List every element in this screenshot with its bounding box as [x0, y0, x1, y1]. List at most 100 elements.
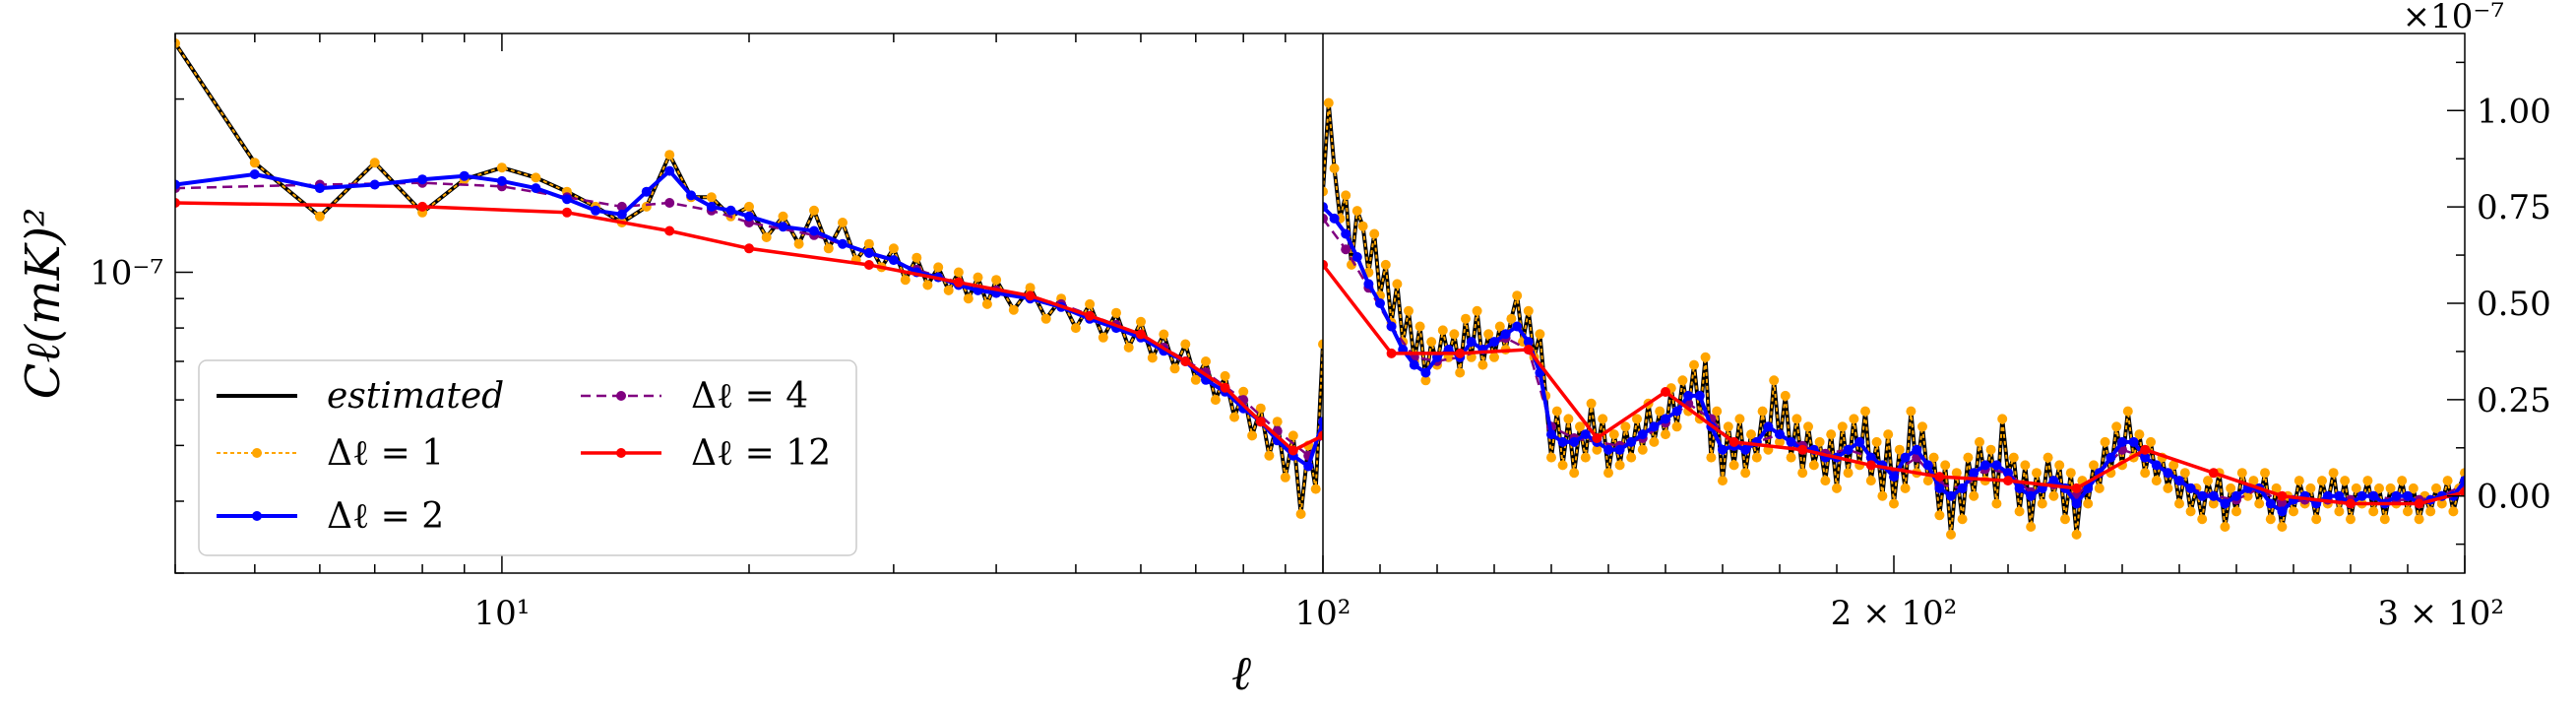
left-dl2-point-15 [725, 205, 736, 216]
right-dl2-point-60 [2003, 468, 2013, 479]
left-dl1-point-26 [888, 243, 899, 254]
right-dl1-point-76 [1751, 452, 1762, 463]
right-dl1-point-89 [1826, 429, 1837, 440]
right-dl1-point-62 [1671, 421, 1682, 432]
right-dl1-point-34 [1512, 290, 1523, 301]
right-dl2-point-55 [1946, 490, 1956, 501]
right-dl1-point-180 [2346, 514, 2356, 525]
right-dl1-point-159 [2226, 483, 2236, 493]
right-dl1-point-152 [2185, 506, 2196, 517]
right-dl2-point-58 [1979, 460, 1990, 471]
right-dl12-point-6 [1728, 436, 1739, 447]
right-dl1-point-131 [2065, 468, 2076, 479]
right-dl1-point-24 [1455, 367, 1466, 378]
right-dl1-point-190 [2403, 506, 2413, 517]
legend-box [198, 359, 857, 556]
right-dl2-point-53 [1922, 460, 1933, 471]
right-dl1-point-161 [2236, 468, 2247, 479]
left-dl1-point-55 [1229, 412, 1239, 422]
left-dl12-point-11 [1220, 382, 1230, 393]
left-dl1-point-36 [991, 275, 1002, 286]
right-dl1-point-79 [1769, 375, 1780, 386]
right-dl1-point-115 [1975, 436, 1984, 447]
right-dl12-point-10 [2003, 476, 2013, 486]
y-axis-label: Cℓ(mK)² [16, 208, 71, 400]
right-dl12-point-7 [1797, 444, 1808, 455]
right-dl2-point-3 [1351, 252, 1362, 262]
left-panel-plot [175, 38, 1323, 519]
left-dl2-point-18 [809, 225, 819, 236]
left-dl2-point-14 [706, 201, 717, 212]
right-dl1-point-154 [2197, 514, 2208, 525]
right-dl2-point-61 [2014, 483, 2025, 493]
right-dl1-point-96 [1865, 476, 1876, 486]
left-dl2-point-4 [417, 174, 428, 185]
right-dl1-point-18 [1420, 375, 1431, 386]
left-dl12-point-1 [417, 201, 428, 212]
right-dl2-point-13 [1466, 337, 1476, 348]
left-dl2-point-9 [591, 205, 600, 216]
right-dl1-point-11 [1380, 259, 1391, 270]
right-dl2-point-57 [1969, 468, 1979, 479]
left-dl12-point-3 [664, 225, 675, 236]
right-dl1-point-192 [2414, 514, 2424, 525]
left-dl1-point-30 [933, 262, 944, 273]
right-dl1-point-43 [1563, 414, 1574, 424]
right-dl1-point-28 [1477, 359, 1488, 370]
right-dl1-point-70 [1718, 476, 1728, 486]
right-dl1-point-168 [2277, 522, 2288, 532]
left-dl2-point-21 [888, 255, 899, 266]
right-dl1-point-56 [1637, 444, 1648, 455]
left-dl1-point-66 [1318, 339, 1323, 350]
left-dl12-point-0 [175, 198, 180, 208]
right-dl2-point-52 [1912, 444, 1922, 455]
left-dl2-point-40 [1303, 461, 1314, 472]
right-dl1-point-45 [1575, 421, 1585, 432]
right-dl2-point-30 [1661, 414, 1670, 424]
right-dl2-point-74 [2163, 468, 2173, 479]
right-dl2-point-1 [1329, 213, 1340, 224]
left-dl2-point-13 [686, 190, 697, 201]
right-dl12-point-13 [2208, 468, 2219, 479]
right-ytick-label-0: 0.00 [2477, 478, 2551, 517]
left-dl12-point-12 [1255, 417, 1266, 427]
left-dl1-point-22 [838, 218, 848, 227]
right-series-dl12-line [1323, 263, 2465, 506]
right-dl2-point-37 [1740, 444, 1751, 455]
right-dl1-point-156 [2208, 498, 2219, 509]
right-dl2-point-84 [2277, 506, 2288, 517]
right-dl1-point-23 [1449, 329, 1460, 340]
right-dl4-point-1 [1341, 244, 1351, 255]
right-dl2-point-41 [1786, 436, 1796, 447]
right-ytick-label-3: 0.75 [2477, 188, 2551, 227]
left-dl1-point-3 [369, 158, 380, 168]
right-dl1-point-55 [1632, 414, 1642, 424]
right-dl1-point-54 [1626, 452, 1637, 463]
right-dl1-point-163 [2248, 476, 2259, 486]
right-dl1-point-105 [1917, 421, 1927, 432]
left-xtick-label-0: 10¹ [473, 594, 530, 633]
left-ytick-label-0: 10⁻⁷ [90, 253, 163, 292]
right-dl1-point-81 [1780, 390, 1791, 401]
right-dl1-point-41 [1551, 406, 1562, 417]
right-dl1-point-106 [1922, 476, 1933, 486]
left-dl2-point-11 [641, 186, 652, 197]
right-dl1-point-33 [1506, 313, 1517, 324]
right-dl1-point-67 [1700, 352, 1711, 362]
right-dl1-point-183 [2362, 476, 2373, 486]
right-dl2-point-26 [1614, 444, 1625, 455]
left-dl1-point-2 [314, 211, 325, 222]
right-dl2-point-76 [2185, 483, 2196, 493]
right-dl1-point-6 [1351, 206, 1362, 217]
right-dl1-point-166 [2265, 514, 2276, 525]
left-dl2-point-6 [496, 175, 507, 186]
right-dl2-point-25 [1603, 444, 1613, 455]
right-dl1-point-74 [1740, 468, 1751, 479]
right-dl1-point-46 [1580, 452, 1591, 463]
left-dl1-point-18 [778, 211, 788, 222]
right-dl1-point-198 [2448, 506, 2459, 517]
right-dl1-point-25 [1461, 313, 1471, 324]
legend-label-dl2: Δℓ = 2 [327, 496, 444, 537]
right-dl1-point-82 [1786, 452, 1796, 463]
legend: estimated Δℓ = 1 Δℓ = 2 Δℓ = 4 Δℓ = 12 [198, 359, 857, 556]
